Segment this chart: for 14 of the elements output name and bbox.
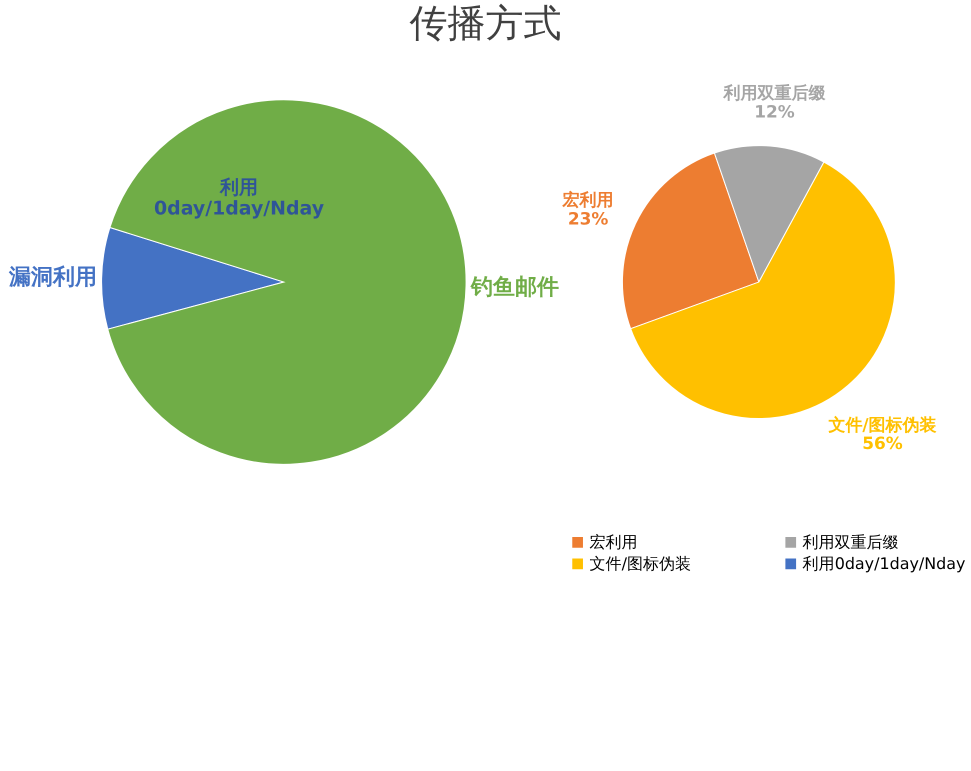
slice-label: 钓鱼邮件 [470,274,559,300]
data-label: 23% [568,208,608,228]
legend-label: 宏利用 [590,532,638,552]
slice-label: 利用双重后缀 [722,82,826,102]
chart-title: 传播方式 [410,1,562,46]
text: 利用 0day/1day/Nday [154,176,324,220]
slice-label: 宏利用 [562,190,614,210]
data-label: 56% [862,433,903,454]
legend-label: 文件/图标伪装 [590,554,691,573]
legend-label: 利用双重后缀 [802,532,899,552]
legend-label: 利用0day/1day/Nday [802,554,966,573]
slice-label: 漏洞利用 [8,265,97,290]
slice-label: 文件/图标伪装 [827,414,937,434]
data-label: 12% [754,101,795,122]
